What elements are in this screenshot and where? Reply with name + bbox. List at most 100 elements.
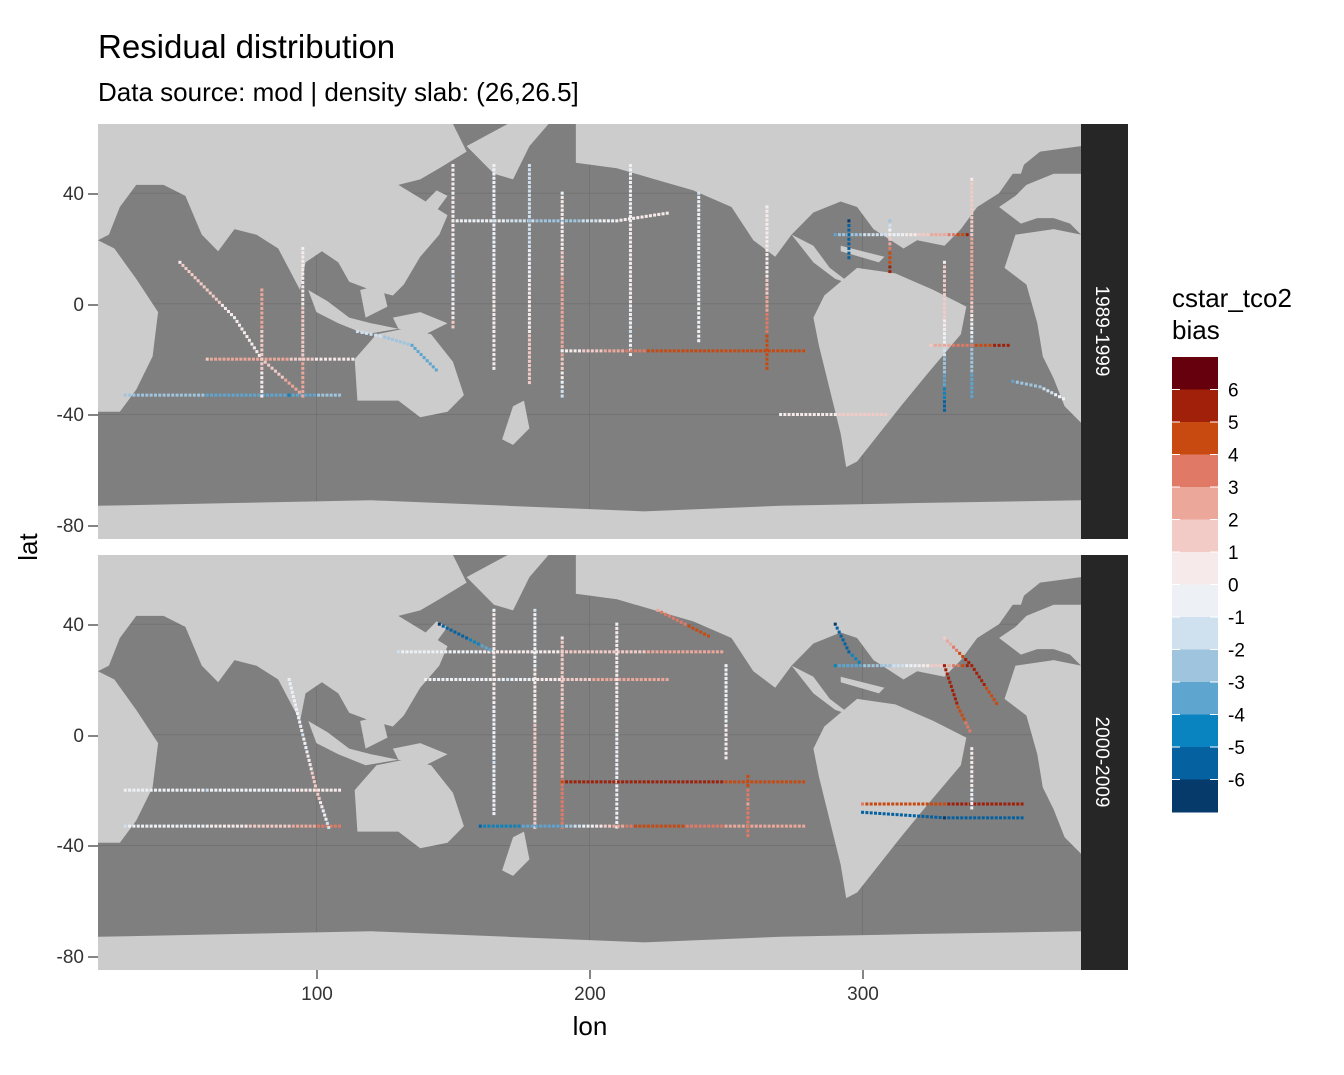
residual-point [298,357,302,361]
residual-point [492,769,496,773]
residual-point [556,650,560,654]
residual-point [560,234,564,238]
residual-point [863,664,867,668]
residual-point [628,244,632,248]
residual-point [621,650,625,654]
residual-point [1011,816,1015,820]
residual-point [913,233,917,237]
residual-point [301,380,305,384]
residual-point [527,176,531,180]
residual-point [579,677,583,682]
residual-point [646,780,650,784]
residual-point [697,281,701,285]
residual-point [724,737,728,741]
residual-point [205,393,209,397]
residual-point [1016,816,1020,820]
residual-point [508,824,512,828]
residual-point [603,780,607,784]
residual-point [226,357,230,361]
residual-point [526,650,530,654]
residual-point [560,268,564,272]
residual-point [247,338,251,342]
residual-point [707,650,711,654]
residual-point [628,206,632,210]
residual-point [301,353,305,357]
residual-point [308,763,312,767]
residual-point [1050,391,1054,395]
residual-point [533,685,537,689]
residual-point [970,305,974,309]
residual-point [1033,384,1037,388]
residual-point [970,373,974,377]
x-tick-label: 300 [847,984,879,1005]
residual-point [132,824,136,828]
residual-point [250,342,254,346]
residual-point [492,760,496,765]
residual-point [850,233,854,237]
residual-point [369,332,373,336]
residual-point [882,802,886,806]
residual-point [560,306,564,310]
residual-point [952,664,956,668]
residual-point [1042,387,1046,391]
residual-point [681,349,685,353]
residual-point [724,728,728,732]
residual-point [492,362,496,366]
residual-point [533,702,537,706]
residual-point [268,357,272,361]
residual-point [628,240,632,244]
residual-point [835,626,839,630]
residual-point [324,357,328,361]
residual-point [391,337,395,341]
residual-point [581,219,585,223]
residual-point [527,193,531,197]
residual-point [560,679,564,683]
residual-point [1015,380,1019,384]
residual-point [294,707,298,711]
residual-point [560,658,564,662]
residual-point [270,824,274,828]
residual-point [847,246,851,251]
residual-point [227,824,231,828]
y-tick-label: -80 [57,516,84,537]
legend-label: 3 [1228,478,1239,499]
residual-point [291,788,295,792]
residual-point [681,780,685,784]
residual-point [492,691,496,695]
residual-point [728,780,732,784]
legend-label: -6 [1228,771,1245,792]
residual-point [970,194,974,198]
residual-point [193,276,197,280]
residual-point [694,780,698,784]
residual-point [1002,343,1006,347]
residual-point [504,650,508,654]
residual-point [664,349,668,353]
residual-point [659,780,663,784]
residual-point [970,331,974,335]
residual-point [123,824,127,828]
residual-point [452,650,456,654]
residual-point [974,343,978,347]
residual-point [615,219,619,223]
residual-point [970,314,974,318]
residual-point [746,793,750,797]
residual-point [301,276,305,280]
residual-point [921,664,925,668]
residual-point [985,686,989,690]
residual-point [298,720,302,724]
residual-point [961,664,965,668]
residual-point [560,688,564,692]
residual-point [179,393,183,397]
residual-point [301,268,305,272]
residual-point [199,282,203,286]
residual-point [847,242,851,246]
residual-point [449,628,453,632]
residual-point [746,815,750,820]
residual-point [842,664,846,668]
residual-point [951,816,955,820]
residual-point [527,257,531,261]
residual-point [867,664,871,668]
residual-point [837,630,841,634]
residual-point [560,298,564,302]
residual-point [560,821,564,825]
